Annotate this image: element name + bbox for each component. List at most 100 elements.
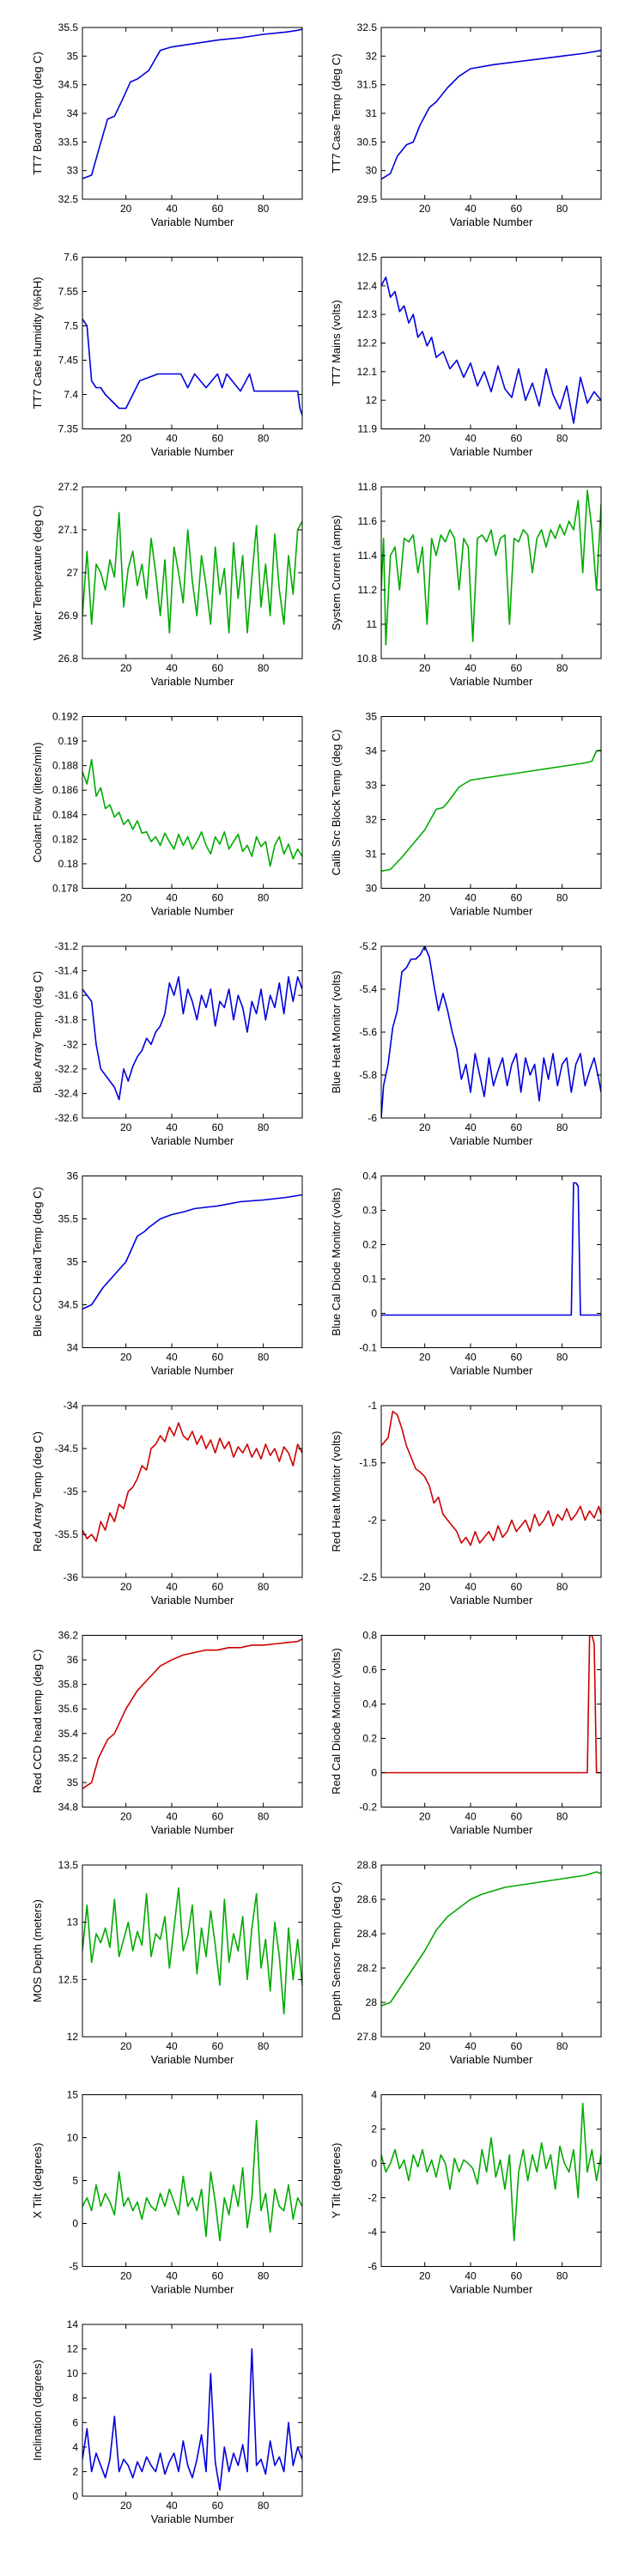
y-axis-label: TT7 Board Temp (deg C) <box>31 52 44 175</box>
x-tick-label: 60 <box>212 1811 224 1823</box>
x-tick-label: 80 <box>556 1352 568 1364</box>
plot-frame <box>82 257 303 429</box>
plot-frame <box>380 1405 602 1578</box>
y-tick-label: 12.2 <box>357 337 378 349</box>
y-tick-label: 35 <box>67 1777 79 1789</box>
y-tick-label: 12.3 <box>357 308 378 320</box>
y-tick-label: 0.8 <box>362 1630 377 1642</box>
y-tick-label: -2.5 <box>359 1571 377 1583</box>
y-tick-label: -31.2 <box>55 940 79 952</box>
y-tick-label: -5.6 <box>359 1026 377 1038</box>
y-tick-label: 30.5 <box>357 136 378 148</box>
x-tick-label: 40 <box>465 1811 477 1823</box>
y-tick-label: 35.5 <box>58 1213 79 1225</box>
y-tick-label: 26.8 <box>58 653 79 665</box>
y-tick-label: -5.8 <box>359 1069 377 1081</box>
y-axis-label: Blue Heat Monitor (volts) <box>330 970 343 1093</box>
y-tick-label: 36 <box>67 1170 79 1182</box>
x-tick-label: 20 <box>120 892 132 904</box>
chart-panel: 10.8 11 11.2 11.4 11.6 11.8 20 40 60 80 Variable N… <box>330 481 602 688</box>
y-tick-label: -36 <box>64 1571 79 1583</box>
y-tick-label: 32.5 <box>58 193 79 205</box>
x-tick-label: 60 <box>212 662 224 674</box>
x-tick-label: 80 <box>258 2270 270 2282</box>
x-axis-label: Variable Number <box>151 216 234 228</box>
x-tick-label: 80 <box>258 2040 270 2052</box>
y-tick-label: 26.9 <box>58 610 79 622</box>
x-axis-label: Variable Number <box>450 1594 533 1607</box>
x-tick-label: 20 <box>419 1352 431 1364</box>
x-tick-label: 20 <box>419 203 431 215</box>
chart-panel: 0.178 0.18 0.182 0.184 0.186 0.188 0.19 0.192 20… <box>31 711 303 918</box>
series-line <box>381 2102 601 2242</box>
x-tick-label: 20 <box>120 2040 132 2052</box>
y-tick-label: -6 <box>368 2261 377 2273</box>
y-axis-label: MOS Depth (meters) <box>31 1899 44 2002</box>
x-tick-label: 20 <box>120 1581 132 1593</box>
y-axis-label: Depth Sensor Temp (deg C) <box>330 1881 343 2020</box>
y-tick-label: 27.8 <box>357 2031 378 2043</box>
series-line <box>381 276 601 424</box>
series-line <box>82 2119 302 2242</box>
x-tick-label: 60 <box>511 2270 523 2282</box>
x-tick-label: 60 <box>511 1581 523 1593</box>
chart-panel: 27.8 28 28.2 28.4 28.6 28.8 20 40 60 80 Variable N… <box>330 1859 602 2066</box>
y-tick-label: 35.4 <box>58 1728 79 1740</box>
y-tick-label: 0.186 <box>52 784 78 796</box>
plot-frame <box>82 2324 303 2497</box>
y-tick-label: 11.8 <box>358 481 378 493</box>
plot-frame <box>82 1635 303 1807</box>
y-tick-label: -32.2 <box>55 1063 79 1075</box>
y-tick-label: 12.5 <box>58 1973 79 1985</box>
y-tick-label: 13.5 <box>58 1859 79 1871</box>
x-tick-label: 80 <box>556 1581 568 1593</box>
x-tick-label: 20 <box>419 892 431 904</box>
series-line <box>82 512 302 634</box>
y-tick-label: 35 <box>67 1256 79 1268</box>
y-axis-label: Blue Cal Diode Monitor (volts) <box>330 1188 343 1336</box>
series-line <box>82 2348 302 2491</box>
x-tick-label: 40 <box>166 662 178 674</box>
plot-frame <box>380 2094 602 2267</box>
y-axis-label: Red Array Temp (deg C) <box>31 1431 44 1552</box>
x-tick-label: 60 <box>212 1121 224 1133</box>
y-axis-label: X Tilt (degrees) <box>31 2142 44 2218</box>
y-axis-label: TT7 Mains (volts) <box>330 300 343 386</box>
x-tick-label: 20 <box>419 1581 431 1593</box>
series-line <box>381 1182 601 1316</box>
x-tick-label: 80 <box>258 1581 270 1593</box>
x-tick-label: 60 <box>511 662 523 674</box>
y-tick-label: 0.188 <box>52 760 78 772</box>
y-tick-label: 0.4 <box>362 1698 377 1710</box>
y-tick-label: 34.8 <box>58 1801 79 1814</box>
y-tick-label: 28.4 <box>357 1928 378 1940</box>
y-tick-label: -1 <box>368 1400 377 1412</box>
y-tick-label: 11.4 <box>358 550 378 562</box>
series-line <box>82 319 302 416</box>
chart-panel: 34 34.5 35 35.5 36 20 40 60 80 Variable Number Blu… <box>31 1170 303 1377</box>
plot-frame <box>82 1864 303 2038</box>
x-axis-label: Variable Number <box>450 1364 533 1377</box>
plot-frame <box>380 1635 602 1807</box>
x-axis-label: Variable Number <box>151 446 234 459</box>
x-tick-label: 40 <box>166 1121 178 1133</box>
y-tick-label: -0.2 <box>359 1801 377 1814</box>
y-tick-label: 7.45 <box>58 355 79 367</box>
y-axis-label: Red Heat Monitor (volts) <box>330 1431 343 1552</box>
y-tick-label: 11.2 <box>358 584 378 596</box>
y-tick-label: 35.6 <box>58 1703 79 1715</box>
x-tick-label: 80 <box>258 203 270 215</box>
y-tick-label: 27.2 <box>58 481 79 493</box>
y-tick-label: 28 <box>366 1996 378 2008</box>
x-tick-label: 80 <box>556 203 568 215</box>
plot-frame <box>380 945 602 1119</box>
y-tick-label: 11.9 <box>358 423 378 435</box>
series-line <box>381 1410 601 1546</box>
y-axis-label: Y Tilt (degrees) <box>330 2143 343 2219</box>
y-axis-label: Blue Array Temp (deg C) <box>31 971 44 1093</box>
y-axis-label: Water Temperature (deg C) <box>31 505 44 641</box>
y-tick-label: 0.2 <box>362 1733 377 1745</box>
x-tick-label: 20 <box>120 662 132 674</box>
y-tick-label: -4 <box>368 2227 377 2239</box>
x-tick-label: 40 <box>166 1352 178 1364</box>
